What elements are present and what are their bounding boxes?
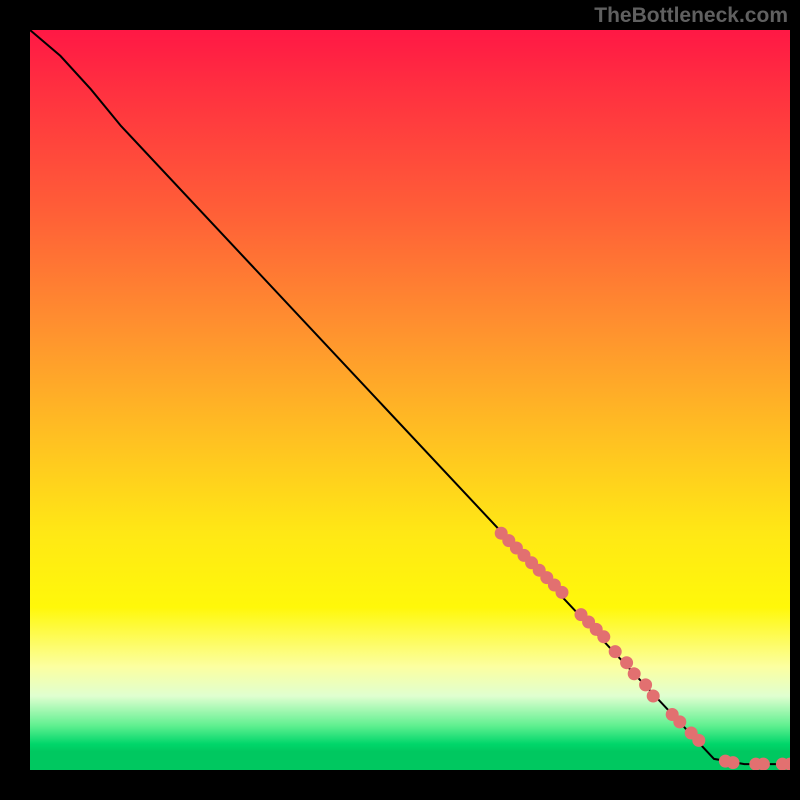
data-marker xyxy=(674,716,686,728)
data-marker xyxy=(727,757,739,769)
bottleneck-chart xyxy=(0,0,800,800)
watermark-text: TheBottleneck.com xyxy=(594,4,788,28)
data-marker xyxy=(609,646,621,658)
frame-bottom xyxy=(0,770,800,800)
data-marker xyxy=(647,690,659,702)
data-marker xyxy=(621,657,633,669)
frame-left xyxy=(0,0,30,800)
data-marker xyxy=(598,631,610,643)
data-marker xyxy=(757,758,769,770)
data-marker xyxy=(628,668,640,680)
frame-right xyxy=(790,0,800,800)
data-marker xyxy=(693,734,705,746)
data-marker xyxy=(556,586,568,598)
plot-background-gradient xyxy=(30,30,790,770)
data-marker xyxy=(640,679,652,691)
